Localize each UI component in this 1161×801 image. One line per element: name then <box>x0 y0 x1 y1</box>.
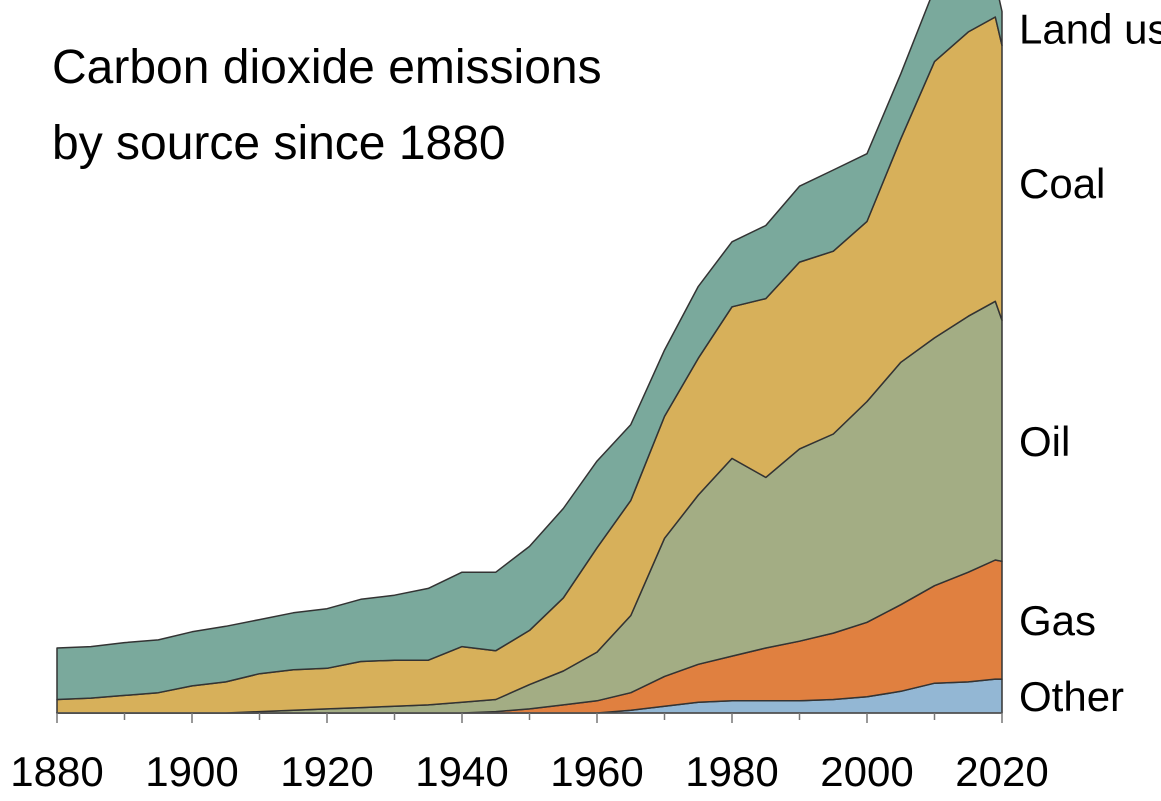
series-label-oil: Oil <box>1019 418 1070 465</box>
x-tick-label: 2020 <box>955 748 1048 795</box>
x-tick-label: 1880 <box>10 748 103 795</box>
x-tick-label: 1900 <box>145 748 238 795</box>
x-tick-label: 1940 <box>415 748 508 795</box>
area-land-use <box>56 0 1003 701</box>
series-label-coal: Coal <box>1019 160 1105 207</box>
x-tick-label: 2000 <box>820 748 913 795</box>
series-labels: Land use Coal Oil Gas Other <box>1019 6 1161 721</box>
x-tick-label: 1960 <box>550 748 643 795</box>
x-axis: 1880 1900 1920 1940 1960 1980 2000 2020 <box>10 712 1049 795</box>
chart-subtitle: by source since 1880 <box>52 117 506 170</box>
series-label-gas: Gas <box>1019 597 1096 644</box>
x-tick-label: 1980 <box>685 748 778 795</box>
series-label-other: Other <box>1019 673 1124 720</box>
area-layers <box>56 0 1003 714</box>
chart-title: Carbon dioxide emissions <box>52 41 602 94</box>
x-tick-label: 1920 <box>280 748 373 795</box>
series-label-land-use: Land use <box>1019 6 1161 53</box>
